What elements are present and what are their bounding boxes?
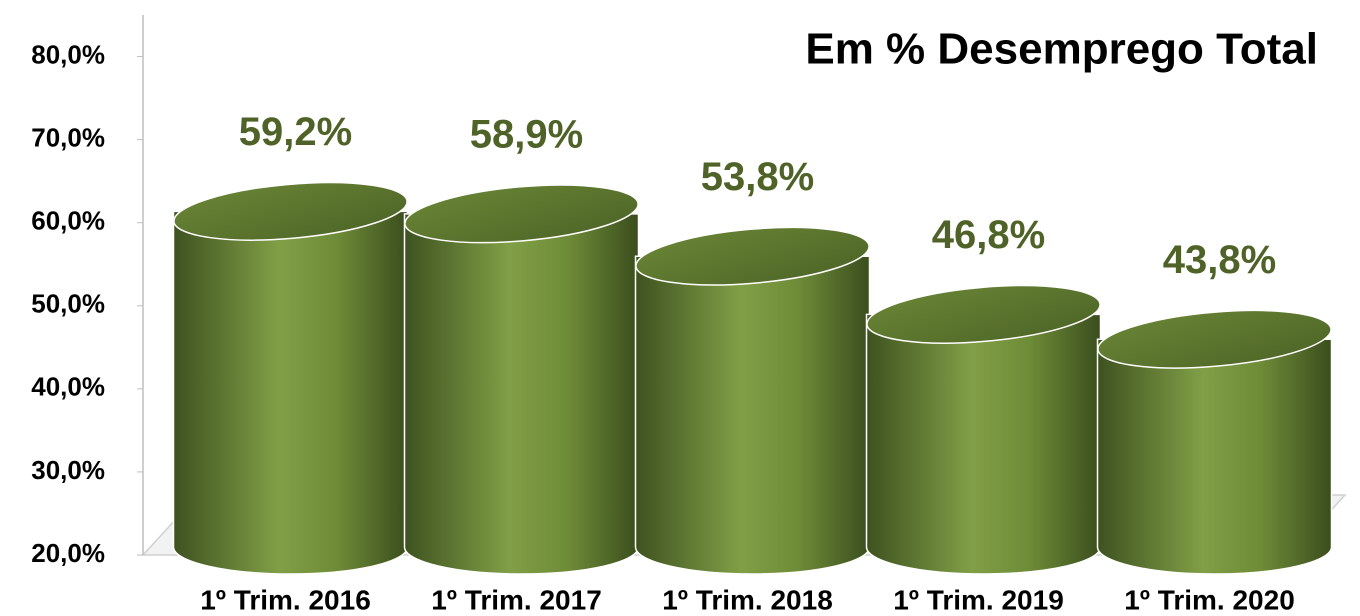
value-label: 43,8% <box>1163 238 1276 282</box>
bar-top <box>173 181 408 241</box>
bar-top <box>635 226 870 286</box>
x-tick-label: 1º Trim. 2017 <box>431 584 602 615</box>
bar <box>634 255 871 575</box>
bar-top <box>1097 309 1332 369</box>
x-tick-label: 1º Trim. 2018 <box>662 584 833 615</box>
y-tick-label: 50,0% <box>31 289 105 319</box>
bar <box>172 210 409 575</box>
bar-top <box>866 284 1101 344</box>
y-tick-label: 30,0% <box>31 455 105 485</box>
bar <box>865 313 1102 575</box>
x-tick-label: 1º Trim. 2019 <box>893 584 1064 615</box>
y-tick-label: 60,0% <box>31 206 105 236</box>
value-label: 53,8% <box>701 155 814 199</box>
value-label: 58,9% <box>470 112 583 156</box>
y-tick-label: 70,0% <box>31 122 105 152</box>
value-label: 46,8% <box>932 213 1045 257</box>
chart-title: Em % Desemprego Total <box>805 25 1318 74</box>
y-tick-label: 20,0% <box>31 538 105 568</box>
bar <box>1096 338 1333 575</box>
value-label: 59,2% <box>239 110 352 154</box>
bar-top <box>404 184 639 244</box>
y-tick-label: 40,0% <box>31 372 105 402</box>
y-tick-label: 80,0% <box>31 39 105 69</box>
x-tick-label: 1º Trim. 2020 <box>1124 584 1295 615</box>
bar <box>403 213 640 575</box>
x-tick-label: 1º Trim. 2016 <box>200 584 371 615</box>
